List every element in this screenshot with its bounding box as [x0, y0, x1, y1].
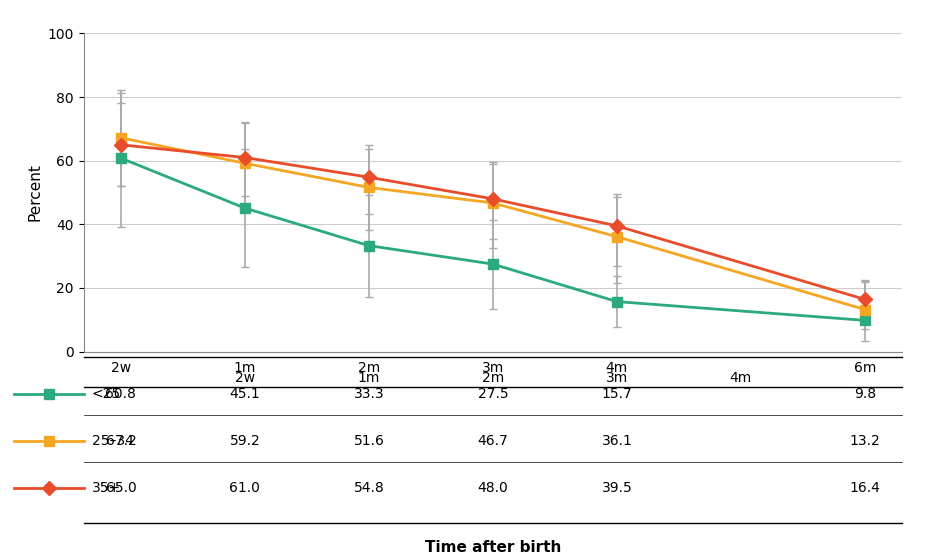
Text: 1m: 1m — [358, 371, 380, 384]
Text: 48.0: 48.0 — [477, 480, 509, 495]
Text: 60.8: 60.8 — [105, 387, 137, 401]
Text: 65.0: 65.0 — [105, 480, 137, 495]
Y-axis label: Percent: Percent — [27, 163, 42, 222]
Text: 9.8: 9.8 — [854, 387, 876, 401]
Text: 39.5: 39.5 — [602, 480, 632, 495]
Text: 2m: 2m — [482, 371, 504, 384]
Text: 51.6: 51.6 — [353, 434, 384, 448]
Text: 33.3: 33.3 — [353, 387, 384, 401]
Text: 46.7: 46.7 — [477, 434, 509, 448]
Text: <25: <25 — [92, 387, 121, 401]
Text: 4m: 4m — [730, 371, 752, 384]
Text: 36.1: 36.1 — [602, 434, 632, 448]
Text: 59.2: 59.2 — [230, 434, 260, 448]
Text: 15.7: 15.7 — [602, 387, 632, 401]
Text: Time after birth: Time after birth — [425, 540, 561, 555]
Text: 25–34: 25–34 — [92, 434, 134, 448]
Text: 45.1: 45.1 — [230, 387, 260, 401]
Text: 67.2: 67.2 — [105, 434, 137, 448]
Text: 61.0: 61.0 — [230, 480, 260, 495]
Text: 54.8: 54.8 — [353, 480, 384, 495]
Text: 2w: 2w — [235, 371, 255, 384]
Text: 13.2: 13.2 — [849, 434, 881, 448]
Text: 16.4: 16.4 — [849, 480, 881, 495]
Text: 3m: 3m — [605, 371, 628, 384]
Text: 27.5: 27.5 — [478, 387, 508, 401]
Text: 35+: 35+ — [92, 480, 121, 495]
